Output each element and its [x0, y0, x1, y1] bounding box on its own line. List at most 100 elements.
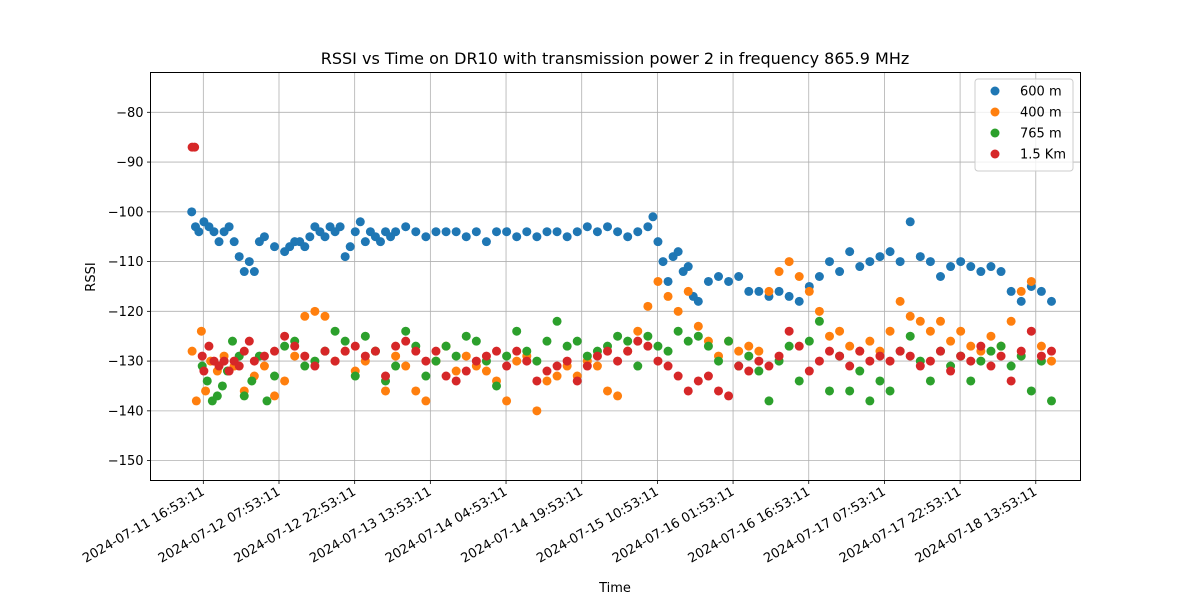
- data-point: [804, 286, 814, 296]
- data-point: [623, 336, 633, 346]
- data-point: [355, 217, 365, 227]
- legend-marker: [990, 128, 1000, 138]
- data-point: [693, 321, 703, 331]
- data-point: [703, 371, 713, 381]
- data-point: [683, 286, 693, 296]
- data-point: [219, 356, 229, 366]
- data-point: [201, 386, 211, 396]
- data-point: [572, 336, 582, 346]
- data-point: [633, 227, 643, 237]
- data-point: [552, 361, 562, 371]
- data-point: [825, 346, 835, 356]
- data-point: [895, 257, 905, 267]
- data-point: [401, 336, 411, 346]
- data-point: [1036, 341, 1046, 351]
- data-point: [925, 257, 935, 267]
- data-point: [935, 272, 945, 281]
- data-point: [648, 212, 658, 222]
- data-point: [562, 356, 572, 366]
- data-point: [855, 346, 865, 356]
- data-point: [310, 306, 320, 316]
- series-3: [187, 142, 1056, 401]
- data-point: [794, 296, 804, 306]
- data-point: [1006, 316, 1016, 326]
- data-point: [865, 257, 875, 267]
- data-point: [804, 336, 814, 346]
- data-point: [905, 331, 915, 341]
- data-point: [986, 346, 996, 356]
- data-point: [784, 326, 794, 336]
- legend-label: 600 m: [1020, 85, 1062, 100]
- data-point: [582, 222, 592, 232]
- data-point: [421, 232, 431, 242]
- data-point: [724, 391, 734, 401]
- data-point: [643, 331, 653, 341]
- data-point: [976, 356, 986, 366]
- data-point: [512, 326, 522, 336]
- data-point: [512, 356, 522, 366]
- data-point: [875, 351, 885, 361]
- data-point: [401, 222, 411, 232]
- data-point: [562, 341, 572, 351]
- data-point: [825, 331, 835, 341]
- legend-label: 765 m: [1020, 127, 1062, 142]
- data-point: [623, 232, 633, 242]
- plot-frame: [150, 72, 1081, 481]
- data-point: [814, 316, 824, 326]
- data-point: [613, 331, 623, 341]
- data-point: [744, 286, 754, 296]
- grid-layer: [150, 72, 1081, 481]
- data-point: [925, 376, 935, 386]
- data-point: [532, 376, 542, 386]
- data-point: [310, 361, 320, 371]
- x-axis-title: Time: [598, 581, 631, 596]
- data-point: [986, 262, 996, 272]
- data-point: [986, 361, 996, 371]
- data-point: [734, 346, 744, 356]
- data-point: [1036, 286, 1046, 296]
- data-point: [885, 326, 895, 336]
- legend-marker: [990, 107, 1000, 117]
- data-point: [693, 296, 703, 306]
- data-point: [895, 346, 905, 356]
- data-point: [653, 276, 663, 286]
- data-point: [542, 227, 552, 237]
- data-point: [683, 386, 693, 396]
- legend-label: 1.5 Km: [1020, 148, 1066, 163]
- data-point: [643, 341, 653, 351]
- data-point: [335, 222, 345, 232]
- data-point: [187, 207, 197, 217]
- data-point: [582, 361, 592, 371]
- data-point: [603, 346, 613, 356]
- data-point: [190, 142, 200, 152]
- data-point: [532, 406, 542, 416]
- data-point: [350, 371, 360, 381]
- data-point: [693, 376, 703, 386]
- data-point: [673, 326, 683, 336]
- data-point: [935, 346, 945, 356]
- data-point: [966, 376, 976, 386]
- data-point: [401, 361, 411, 371]
- data-point: [552, 371, 562, 381]
- data-point: [247, 376, 257, 386]
- data-point: [1006, 376, 1016, 386]
- data-point: [340, 336, 350, 346]
- data-point: [280, 376, 290, 386]
- legend-frame: [974, 78, 1074, 172]
- data-point: [855, 366, 865, 376]
- data-point: [946, 262, 956, 272]
- data-point: [996, 351, 1006, 361]
- data-point: [492, 346, 502, 356]
- data-point: [431, 227, 441, 237]
- data-point: [224, 222, 234, 232]
- chart-title: RSSI vs Time on DR10 with transmission p…: [321, 49, 910, 68]
- data-point: [239, 267, 249, 277]
- data-point: [471, 356, 481, 366]
- data-point: [249, 267, 259, 277]
- y-tick-label: −90: [116, 156, 143, 171]
- data-point: [340, 252, 350, 262]
- data-point: [481, 366, 491, 376]
- data-point: [925, 326, 935, 336]
- data-point: [512, 346, 522, 356]
